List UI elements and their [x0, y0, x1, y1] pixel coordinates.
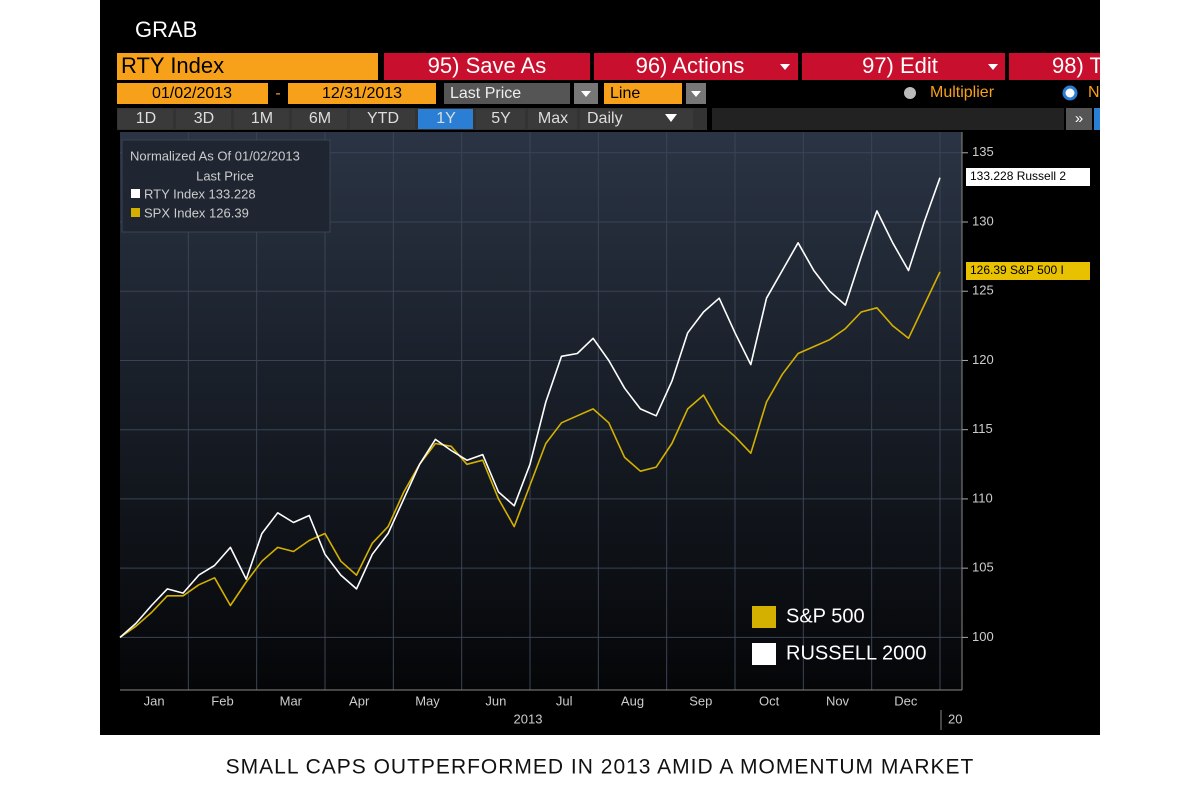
range-button[interactable]	[476, 109, 525, 129]
dropdown-arrow	[988, 64, 998, 70]
info-text: Last Price	[196, 168, 254, 183]
scroll-edge	[1094, 108, 1100, 130]
range-label: 6M	[309, 110, 331, 127]
range-button[interactable]	[350, 109, 415, 129]
info-box	[121, 139, 331, 233]
y-tick-label: 105	[972, 560, 994, 575]
button[interactable]	[802, 53, 1005, 80]
y-tick-label: 100	[972, 629, 994, 644]
date-field[interactable]	[288, 83, 436, 104]
x-tick-label: Jan	[144, 693, 165, 708]
range-button[interactable]	[118, 109, 173, 129]
button-label: 97) Edit	[862, 53, 938, 78]
window-title: GRAB	[135, 17, 197, 42]
series-line	[119, 271, 941, 639]
x-tick-label: May	[415, 693, 440, 708]
last-value-tag	[966, 168, 1090, 186]
range-label: YTD	[367, 110, 399, 127]
more-button[interactable]	[1066, 108, 1092, 130]
x-tick-label: Feb	[211, 693, 233, 708]
range-button[interactable]	[418, 109, 473, 129]
field-text: Last Price	[450, 85, 521, 102]
year-label: 2013	[514, 711, 543, 726]
range-label: 3D	[194, 110, 214, 127]
radio[interactable]	[1062, 85, 1078, 101]
dropdown-arrow	[581, 91, 591, 97]
range-label: 1Y	[436, 110, 456, 127]
info-text: SPX Index 126.39	[144, 205, 249, 220]
range-label: Daily	[587, 110, 623, 127]
x-tick-label: Jun	[485, 693, 506, 708]
x-tick-label: Oct	[759, 693, 780, 708]
range-button[interactable]	[528, 109, 577, 129]
button[interactable]	[384, 53, 590, 80]
range-label: 5Y	[491, 110, 511, 127]
legend-label: RUSSELL 2000	[786, 642, 926, 664]
y-tick-label: 135	[972, 144, 994, 159]
security-field[interactable]	[117, 53, 378, 80]
last-value-text: 126.39 S&P 500 I	[970, 263, 1064, 277]
dropdown-arrow	[665, 114, 677, 122]
range-button[interactable]	[234, 109, 289, 129]
date-text: 12/31/2013	[322, 85, 402, 102]
style-text: Line	[610, 85, 640, 102]
radio-label: Multiplier	[930, 84, 995, 101]
range-button[interactable]	[176, 109, 231, 129]
toolbar: GRAB RTY Index 95) Save As 96) Actions 9…	[117, 17, 1109, 130]
radio[interactable]	[904, 87, 916, 99]
button[interactable]	[594, 53, 798, 80]
range-button[interactable]	[580, 109, 693, 129]
caption: SMALL CAPS OUTPERFORMED IN 2013 AMID A M…	[226, 756, 975, 779]
range-label: 1D	[136, 110, 156, 127]
range-bar-fill	[712, 108, 1064, 130]
button-label: 96) Actions	[636, 53, 745, 78]
range-label: Max	[538, 110, 568, 127]
x-tick-label: Aug	[621, 693, 644, 708]
security-text: RTY Index	[121, 53, 224, 78]
last-value-tag	[966, 262, 1090, 280]
button-label: 98) T	[1052, 53, 1103, 78]
x-tick-label: Dec	[894, 693, 918, 708]
chart: 100 105 110 115 120 125 130 135 Jan Feb Mar Apr May J…	[119, 132, 994, 730]
x-tick-label: Jul	[556, 693, 573, 708]
legend-swatch	[752, 643, 776, 665]
range-label: 1M	[251, 110, 273, 127]
y-tick-label: 130	[972, 213, 994, 228]
radio-label: N	[1088, 84, 1100, 101]
button-label: 95) Save As	[428, 53, 547, 78]
style-select[interactable]	[604, 83, 682, 104]
series-line	[119, 177, 941, 639]
legend-swatch	[752, 606, 776, 628]
date-field[interactable]	[117, 83, 268, 104]
year-label: 20	[948, 711, 962, 726]
range-buttons: 1D 3D 1M 6M YTD 1Y 5Y Max Daily	[118, 109, 693, 129]
field-select[interactable]	[444, 83, 570, 104]
dropdown-arrow	[691, 91, 701, 97]
y-tick-label: 115	[972, 421, 993, 436]
info-text: RTY Index 133.228	[144, 186, 256, 201]
legend-label: S&P 500	[786, 605, 865, 627]
date-dash: -	[275, 85, 280, 102]
y-tick-label: 120	[972, 352, 994, 367]
button[interactable]	[1009, 53, 1109, 80]
info-swatch	[131, 208, 140, 217]
y-tick-label: 110	[972, 490, 993, 505]
dropdown-arrow	[780, 64, 790, 70]
info-swatch	[131, 189, 140, 198]
x-tick-label: Apr	[349, 693, 370, 708]
range-button[interactable]	[292, 109, 347, 129]
info-text: Normalized As Of 01/02/2013	[130, 148, 300, 163]
more-label: »	[1075, 110, 1083, 127]
x-tick-label: Nov	[826, 693, 850, 708]
x-tick-label: Sep	[689, 693, 712, 708]
y-tick-label: 125	[972, 283, 994, 298]
x-tick-label: Mar	[280, 693, 303, 708]
last-value-text: 133.228 Russell 2	[970, 169, 1066, 183]
date-text: 01/02/2013	[152, 85, 232, 102]
